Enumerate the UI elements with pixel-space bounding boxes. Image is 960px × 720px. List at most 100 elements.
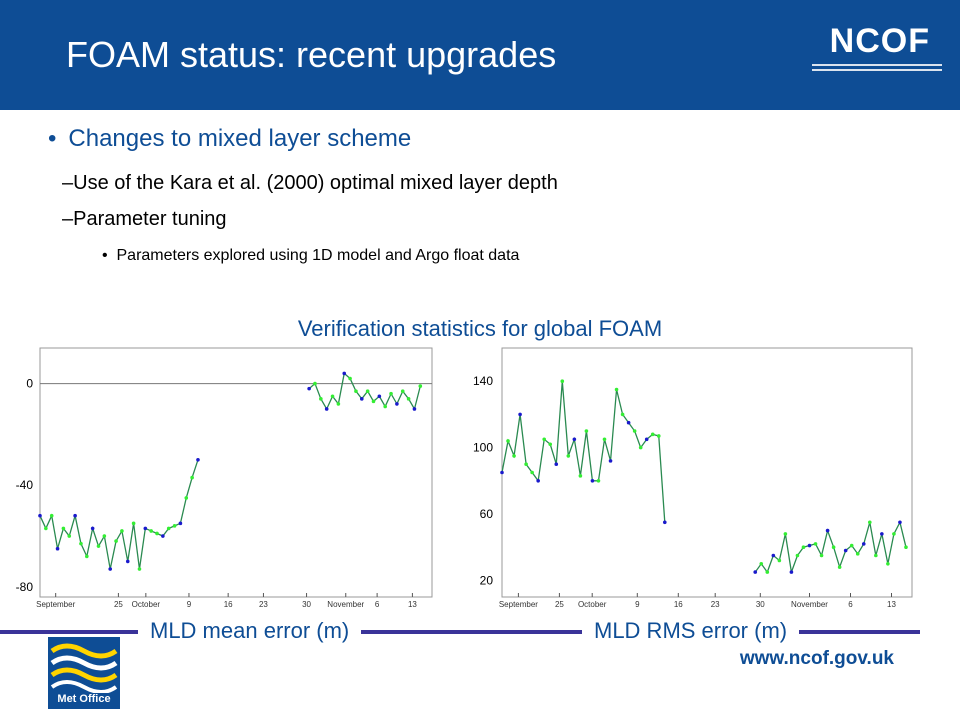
data-point — [554, 462, 559, 466]
bullet-main: • Changes to mixed layer scheme — [48, 125, 411, 153]
data-point — [184, 496, 189, 500]
series-line — [39, 459, 199, 570]
data-point — [400, 389, 405, 393]
data-point — [771, 553, 776, 558]
data-point — [149, 529, 153, 533]
data-point — [753, 570, 758, 574]
data-point — [843, 548, 848, 553]
series-line — [754, 520, 907, 574]
data-point — [560, 379, 565, 383]
data-point — [777, 558, 782, 563]
data-point — [512, 454, 516, 458]
data-point — [96, 544, 101, 548]
bullet-main-text: Changes to mixed layer scheme — [68, 125, 412, 152]
data-point — [406, 397, 411, 401]
data-point — [596, 479, 601, 483]
x-tick-label: October — [578, 600, 607, 609]
y-tick-label: 0 — [26, 377, 33, 391]
ncof-logo: NCOF — [829, 22, 930, 60]
data-point — [348, 376, 352, 381]
data-point — [614, 387, 619, 392]
data-point — [359, 397, 364, 401]
data-point — [831, 545, 836, 549]
data-point — [656, 434, 661, 438]
data-point — [861, 542, 866, 546]
data-point — [125, 559, 130, 564]
x-tick-label: 16 — [224, 600, 233, 609]
data-point — [137, 567, 142, 571]
data-point — [855, 552, 860, 556]
data-point — [548, 442, 553, 447]
footer-divider — [0, 630, 920, 634]
data-point — [789, 570, 794, 574]
data-point — [196, 457, 200, 462]
x-tick-label: 23 — [259, 600, 268, 609]
bullet-sub-1-text: Use of the Kara et al. (2000) optimal mi… — [73, 172, 558, 194]
bullet-sub-2-text: Parameter tuning — [73, 208, 227, 230]
data-point — [336, 402, 341, 406]
data-point — [73, 513, 77, 518]
data-point — [319, 397, 323, 401]
data-point — [602, 437, 607, 442]
bullet-subsub-1-text: Parameters explored using 1D model and A… — [116, 247, 520, 264]
caption-mld-rms: MLD RMS error (m) — [582, 618, 800, 644]
data-point — [819, 553, 824, 558]
data-point — [590, 479, 595, 483]
data-point — [500, 470, 504, 475]
data-point — [377, 394, 382, 399]
data-point — [880, 532, 884, 536]
y-tick-label: 20 — [480, 573, 494, 587]
data-point — [38, 513, 42, 518]
data-point — [620, 412, 625, 417]
data-point — [178, 521, 183, 526]
x-tick-label: 9 — [187, 600, 192, 609]
data-point — [44, 526, 48, 531]
x-tick-label: 13 — [887, 600, 896, 609]
data-point — [795, 553, 800, 558]
data-point — [418, 384, 423, 388]
data-point — [143, 526, 148, 531]
data-point — [120, 529, 124, 533]
data-point — [566, 454, 571, 458]
data-point — [307, 386, 311, 391]
footer-url[interactable]: www.ncof.gov.uk — [739, 648, 894, 669]
data-point — [813, 542, 818, 546]
data-point — [867, 520, 872, 525]
met-office-logo: Met Office — [48, 637, 120, 709]
x-tick-label: September — [36, 600, 75, 609]
x-tick-label: 30 — [302, 600, 311, 609]
bullet-sub-2: –Parameter tuning — [62, 208, 227, 230]
data-point — [536, 479, 540, 483]
data-point — [542, 437, 547, 442]
data-point — [662, 520, 667, 525]
x-tick-label: 25 — [114, 600, 123, 609]
data-point — [626, 420, 631, 425]
x-tick-label: November — [791, 600, 828, 609]
data-point — [650, 432, 655, 437]
data-point — [886, 562, 890, 566]
data-point — [67, 534, 72, 538]
data-point — [371, 399, 376, 404]
x-tick-label: 6 — [375, 600, 380, 609]
data-point — [518, 412, 522, 417]
verification-title: Verification statistics for global FOAM — [297, 316, 663, 341]
data-point — [578, 474, 583, 478]
data-point — [898, 520, 902, 525]
y-tick-label: -80 — [16, 580, 34, 594]
data-point — [79, 541, 83, 546]
logo-stripes — [812, 64, 942, 74]
bullet-dot-icon: • — [48, 125, 57, 152]
data-point — [90, 526, 95, 531]
data-point — [644, 437, 649, 442]
x-tick-label: 9 — [635, 600, 640, 609]
data-point — [837, 565, 842, 569]
data-point — [354, 389, 358, 393]
y-tick-label: 100 — [473, 441, 493, 455]
data-point — [131, 521, 136, 526]
series-line — [308, 372, 421, 411]
plot-area — [501, 347, 913, 598]
data-point — [904, 545, 908, 549]
data-point — [85, 554, 89, 559]
met-office-logo-text: Met Office — [57, 693, 111, 705]
